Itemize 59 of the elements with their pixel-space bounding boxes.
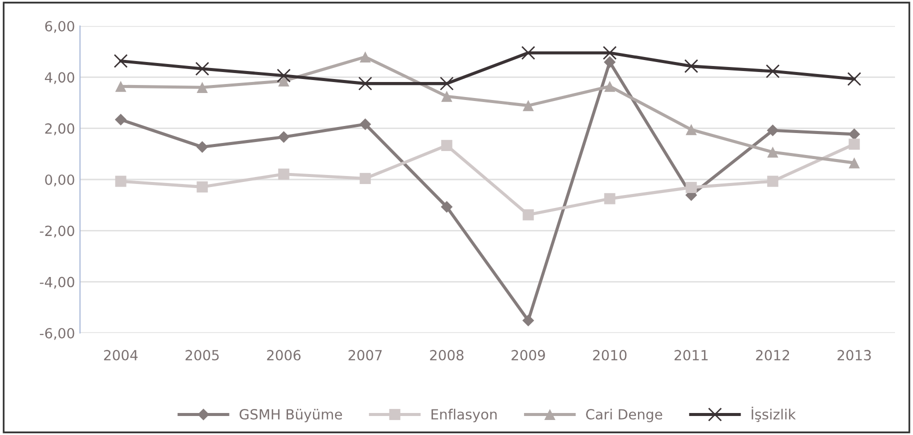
point [848, 138, 860, 150]
x-tick-label: 2008 [430, 350, 464, 360]
point [278, 168, 290, 180]
legend-label: İşsizlik [752, 406, 796, 422]
point [278, 131, 290, 143]
point [440, 200, 453, 213]
x-tick-label: 2007 [348, 350, 382, 360]
point [604, 56, 616, 68]
point [602, 46, 617, 60]
point [604, 80, 616, 92]
point [196, 181, 208, 192]
point [360, 51, 371, 63]
x-tick-label: 2010 [593, 350, 626, 360]
point [848, 128, 860, 140]
point [195, 62, 210, 76]
point [848, 157, 860, 168]
point [115, 80, 126, 92]
point [114, 114, 127, 126]
point [360, 172, 371, 184]
point [522, 100, 534, 112]
y-tick-label: -2,00 [40, 226, 74, 238]
y-tick-label: -6,00 [40, 328, 74, 340]
point [276, 68, 291, 83]
point [766, 64, 780, 78]
point [114, 54, 128, 68]
point [767, 176, 778, 187]
point [359, 118, 372, 130]
x-tick-label: 2013 [838, 350, 871, 360]
y-tick-label: 0,00 [45, 174, 74, 186]
legend-label: Enflasyon [432, 408, 497, 422]
point [684, 59, 698, 74]
point [522, 314, 534, 326]
point [440, 76, 454, 91]
point [686, 182, 697, 193]
point [521, 46, 536, 60]
point [767, 146, 778, 158]
legend-label: GSMH Büyüme [240, 408, 342, 422]
point [522, 209, 534, 220]
y-tick-label: 4,00 [44, 72, 74, 84]
point [196, 82, 208, 93]
point [441, 140, 452, 152]
point [196, 141, 208, 153]
x-tick-label: 2009 [512, 350, 545, 360]
legend-label: Cari Denge [586, 408, 662, 422]
x-tick-label: 2005 [186, 350, 219, 360]
x-tick-label: 2006 [267, 350, 301, 360]
point [686, 124, 697, 136]
point [604, 193, 616, 204]
point [441, 90, 452, 102]
point [847, 72, 862, 86]
y-tick-label: 2,00 [45, 123, 74, 136]
x-tick-label: 2011 [674, 350, 708, 360]
point [766, 124, 779, 136]
y-tick-label: 6,00 [45, 20, 74, 33]
point [358, 76, 372, 91]
point [115, 176, 126, 187]
x-tick-label: 2012 [756, 350, 790, 360]
x-tick-label: 2004 [104, 350, 138, 360]
y-tick-label: -4,00 [40, 276, 74, 289]
